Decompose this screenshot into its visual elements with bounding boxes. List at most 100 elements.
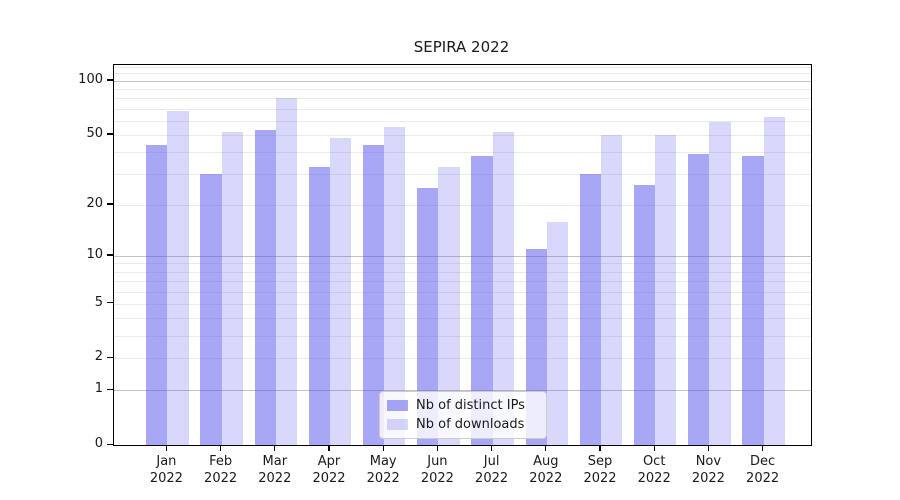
y-tick-label-5: 5 [94, 294, 103, 310]
y-tick-label-1: 1 [94, 381, 103, 397]
bar-aug-downloads [546, 221, 568, 445]
gridline-minor-40 [114, 152, 811, 153]
x-tick-label-month: May [369, 454, 397, 469]
x-tick-mark-dec [762, 445, 764, 451]
x-tick-label-year: 2022 [420, 471, 454, 486]
bar-nov-downloads [709, 122, 731, 445]
x-tick-label-month: Jul [483, 454, 500, 469]
chart-title: SEPIRA 2022 [413, 38, 510, 56]
bar-jul-ips [471, 155, 493, 445]
bar-may-ips [363, 144, 385, 445]
bar-jan-ips [146, 144, 168, 445]
legend-label-distinct-ips: Nb of distinct IPs [416, 398, 525, 413]
bar-jul-downloads [492, 131, 514, 445]
x-tick-label-month: Apr [317, 454, 341, 469]
gridline-minor-7 [114, 280, 811, 282]
x-tick-label-month: Oct [642, 454, 666, 469]
bar-sep-ips [579, 174, 601, 445]
gridline-minor-110 [114, 73, 811, 75]
y-tick-label-0: 0 [94, 436, 103, 451]
x-tick-mark-jan [165, 445, 168, 451]
bar-nov-ips [688, 153, 710, 445]
y-tick-label-50: 50 [86, 125, 103, 141]
gridline-minor-20 [114, 204, 811, 206]
x-tick-label-year: 2022 [312, 471, 346, 486]
x-tick-label-year: 2022 [691, 471, 725, 486]
gridline-minor-80 [114, 98, 811, 100]
x-tick-label-may: May 2022 [354, 453, 412, 487]
x-tick-label-month: Feb [209, 454, 233, 469]
bar-feb-ips [200, 174, 222, 445]
x-tick-label-month: Dec [750, 454, 776, 469]
x-tick-label-dec: Dec 2022 [734, 453, 792, 487]
bar-sep-downloads [601, 134, 623, 445]
bar-jun-downloads [438, 166, 460, 445]
gridline-minor-6 [114, 291, 811, 293]
bar-apr-downloads [330, 137, 352, 445]
x-tick-mark-mar [274, 445, 276, 451]
gridline-minor-70 [114, 108, 811, 110]
gridline-minor-9 [114, 263, 811, 265]
gridline-major-10 [114, 255, 811, 257]
bar-mar-ips [254, 130, 276, 445]
y-tick-mark-100 [107, 79, 113, 81]
gridline-minor-4 [114, 318, 811, 319]
gridline-minor-50 [114, 134, 811, 136]
y-tick-mark-50 [107, 133, 113, 135]
x-tick-label-sep: Sep 2022 [571, 453, 629, 487]
legend-swatch-downloads [387, 419, 408, 430]
x-tick-mark-oct [653, 445, 655, 451]
bar-apr-ips [308, 166, 330, 445]
x-tick-mark-jun [436, 445, 439, 451]
x-tick-label-year: 2022 [529, 471, 563, 486]
bar-may-downloads [384, 127, 406, 445]
x-tick-label-mar: Mar 2022 [246, 453, 304, 487]
y-tick-label-20: 20 [86, 195, 103, 211]
bar-mar-downloads [275, 98, 297, 445]
x-tick-label-year: 2022 [204, 471, 238, 486]
x-tick-mark-apr [328, 445, 330, 451]
gridline-minor-60 [114, 120, 811, 122]
x-tick-label-year: 2022 [583, 471, 617, 486]
legend-row-downloads: Nb of downloads [387, 417, 546, 432]
x-tick-mark-aug [545, 445, 547, 451]
x-tick-label-apr: Apr 2022 [300, 453, 358, 487]
bar-oct-downloads [655, 134, 677, 445]
x-tick-label-year: 2022 [637, 471, 671, 486]
legend-row-distinct-ips: Nb of distinct IPs [387, 398, 546, 413]
plot-area [113, 64, 812, 446]
x-tick-label-year: 2022 [366, 471, 400, 486]
bar-dec-downloads [763, 116, 785, 445]
x-tick-mark-nov [707, 445, 710, 451]
y-tick-mark-0 [107, 443, 113, 445]
gridline-major-1 [114, 390, 811, 392]
x-tick-label-month: Nov [695, 454, 722, 469]
y-tick-label-10: 10 [86, 246, 103, 262]
x-tick-mark-may [382, 445, 384, 451]
y-tick-mark-5 [107, 302, 113, 304]
gridline-minor-5 [114, 303, 811, 305]
x-tick-label-nov: Nov 2022 [679, 453, 737, 487]
gridline-minor-3 [114, 335, 811, 337]
x-tick-mark-jul [491, 445, 493, 451]
y-tick-mark-10 [107, 254, 113, 256]
x-tick-mark-sep [599, 445, 601, 451]
gridline-major-100 [114, 80, 811, 82]
x-tick-label-feb: Feb 2022 [192, 453, 250, 487]
x-tick-label-oct: Oct 2022 [625, 453, 683, 487]
y-tick-mark-20 [107, 203, 113, 205]
bar-dec-ips [742, 155, 764, 445]
x-tick-label-year: 2022 [475, 471, 509, 486]
y-tick-label-2: 2 [94, 349, 103, 365]
y-tick-mark-2 [107, 356, 113, 359]
x-tick-label-aug: Aug 2022 [517, 453, 575, 487]
x-tick-label-year: 2022 [258, 471, 292, 486]
x-tick-label-jan: Jan 2022 [137, 453, 195, 487]
x-tick-label-month: Sep [587, 454, 613, 469]
x-tick-label-jun: Jun 2022 [408, 453, 466, 487]
gridline-minor-8 [114, 271, 811, 273]
x-tick-label-month: Jun [427, 454, 448, 469]
y-tick-label-100: 100 [78, 71, 103, 87]
y-tick-mark-1 [107, 388, 113, 391]
bar-jan-downloads [167, 110, 189, 445]
